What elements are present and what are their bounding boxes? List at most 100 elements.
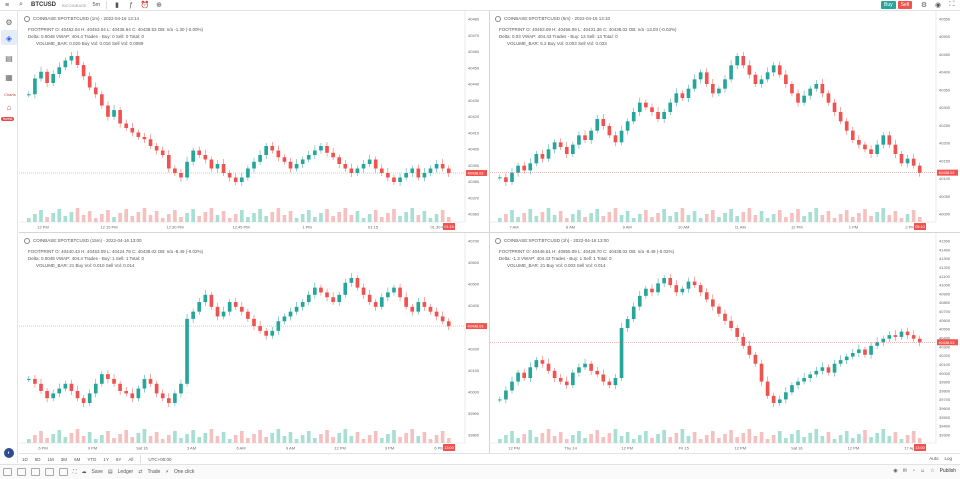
indicators-icon[interactable]: ƒ	[129, 1, 134, 9]
save-icon: ☁	[81, 469, 87, 475]
price-tick-label: 40700	[468, 239, 480, 244]
volume-bar	[124, 430, 129, 443]
user-icon[interactable]: ☺	[920, 468, 926, 474]
chart-type-icon[interactable]: ▮	[115, 2, 120, 9]
volume-bar	[69, 212, 74, 222]
chart-pane-1[interactable]: 40480 40470 40460 40450 40440 40430 40420 40410…	[19, 11, 489, 232]
candle-body	[704, 72, 709, 84]
fullscreen-icon[interactable]: ⛶	[949, 1, 955, 8]
candle-body	[759, 79, 764, 84]
volume-bar	[644, 210, 648, 222]
one-click-button[interactable]: One click	[173, 469, 195, 475]
chart-pane-2[interactable]: 40550 40500 40450 40400 40350 40300 40250 40200…	[490, 11, 960, 232]
price-tick-label: 39500	[939, 415, 951, 420]
volume-bar	[741, 433, 746, 443]
candle-body	[869, 345, 873, 355]
candle-body	[100, 374, 104, 384]
chat-icon[interactable]: ✉	[902, 468, 907, 474]
time-tick-label: 12 PM	[37, 225, 49, 230]
layout-2-icon[interactable]	[17, 468, 26, 476]
time-tick-label: 12 PM	[735, 446, 747, 451]
volume-bar	[564, 218, 569, 222]
tf-5y[interactable]: 5Y	[115, 456, 122, 462]
replay-icon[interactable]: ◐	[4, 448, 14, 458]
candle-body	[191, 150, 195, 162]
camera-icon[interactable]: ◉	[934, 2, 942, 9]
alert-icon[interactable]: ⏰	[140, 2, 150, 9]
volume-bar	[777, 210, 782, 222]
volume-bar	[583, 438, 587, 443]
layout-3-icon[interactable]	[31, 468, 40, 476]
candle-body	[656, 283, 660, 293]
publish-button[interactable]: Publish	[939, 468, 956, 474]
expand-icon[interactable]: ⛶	[73, 469, 77, 475]
layers-icon[interactable]: ◈	[5, 33, 13, 43]
timezone-label[interactable]: UTC+00:00	[148, 456, 172, 462]
watchlist-icon[interactable]: ▤	[5, 53, 13, 63]
camera-icon[interactable]: ◉	[893, 468, 898, 474]
grid-icon[interactable]: ▦	[5, 72, 13, 82]
candle-body	[498, 399, 502, 401]
volume-bar	[361, 439, 366, 443]
search-icon[interactable]: ⌕	[19, 1, 23, 8]
volume-bar	[668, 216, 673, 222]
candle-body	[826, 93, 831, 103]
price-tag-bg	[466, 170, 487, 176]
candle-body	[522, 372, 526, 378]
candle-body	[325, 146, 329, 153]
log-scale-button[interactable]: Log	[944, 456, 952, 461]
volume-bar	[319, 434, 323, 443]
candle-body	[637, 295, 642, 307]
tf-5d[interactable]: 5D	[34, 456, 41, 462]
candle-body	[373, 159, 378, 169]
candle-body	[595, 119, 600, 131]
volume-bar	[777, 431, 782, 443]
layout-5-icon[interactable]	[59, 468, 68, 476]
interval-button[interactable]: 5m	[92, 2, 101, 8]
home-icon[interactable]: ⌂	[6, 102, 12, 112]
settings-icon[interactable]: ⚙	[920, 2, 928, 9]
menu-icon[interactable]: ≡	[4, 1, 10, 9]
buy-button[interactable]: Buy	[881, 1, 896, 9]
layout-4-icon[interactable]	[45, 468, 54, 476]
save-button[interactable]: Save	[91, 469, 103, 475]
time-tick-label: 10 AM	[678, 225, 689, 230]
volume-bar	[130, 216, 135, 222]
star-icon[interactable]: ☆	[930, 468, 935, 474]
volume-bar	[233, 435, 238, 443]
tf-1y[interactable]: 1Y	[103, 456, 109, 462]
chart-pane-4[interactable]: 41500 41400 41300 41200 41100 41000 40900 40800…	[490, 233, 960, 453]
auto-scale-button[interactable]: Auto	[929, 456, 939, 461]
candle-body	[392, 287, 396, 293]
candle-body	[905, 331, 910, 336]
candle-body	[881, 135, 886, 145]
gear-icon[interactable]: ⚙	[5, 17, 13, 27]
candle-body	[355, 278, 360, 288]
time-tick-label: 11 AM	[735, 225, 746, 230]
pane-divider-horizontal[interactable]	[19, 232, 960, 233]
candle-body	[130, 393, 135, 399]
chart-pane-3[interactable]: 4070040600405004040040300402004010040000…	[19, 233, 489, 453]
tf-3m[interactable]: 3M	[60, 456, 68, 462]
bottom-toolbar: ⛶ ☁ Save ▤ Ledger ⇄ Trade ⚡ One click ◉ …	[0, 464, 960, 479]
replay-icon[interactable]: ⊕	[156, 2, 163, 9]
bell-icon[interactable]: ◔	[911, 468, 915, 474]
sell-button[interactable]: Sell	[897, 1, 912, 9]
tf-ytd[interactable]: YTD	[87, 456, 97, 462]
tf-1d[interactable]: 1D	[22, 456, 28, 462]
time-tick-label: 7 AM	[509, 225, 518, 230]
ledger-button[interactable]: Ledger	[117, 469, 134, 475]
tf-1m[interactable]: 1M	[47, 456, 54, 462]
volume-bar	[613, 208, 618, 222]
candle-body	[410, 168, 415, 173]
layout-1-icon[interactable]	[3, 468, 12, 476]
candle-body	[379, 297, 384, 307]
tf-6m[interactable]: 6M	[74, 456, 81, 462]
volume-bar	[869, 216, 873, 222]
trade-button[interactable]: Trade	[147, 469, 161, 475]
candle-body	[57, 67, 62, 74]
symbol-label[interactable]: BTCUSD	[31, 2, 56, 8]
volume-bar	[422, 211, 427, 222]
tf-all[interactable]: All	[128, 456, 134, 462]
volume-bar	[601, 437, 606, 443]
